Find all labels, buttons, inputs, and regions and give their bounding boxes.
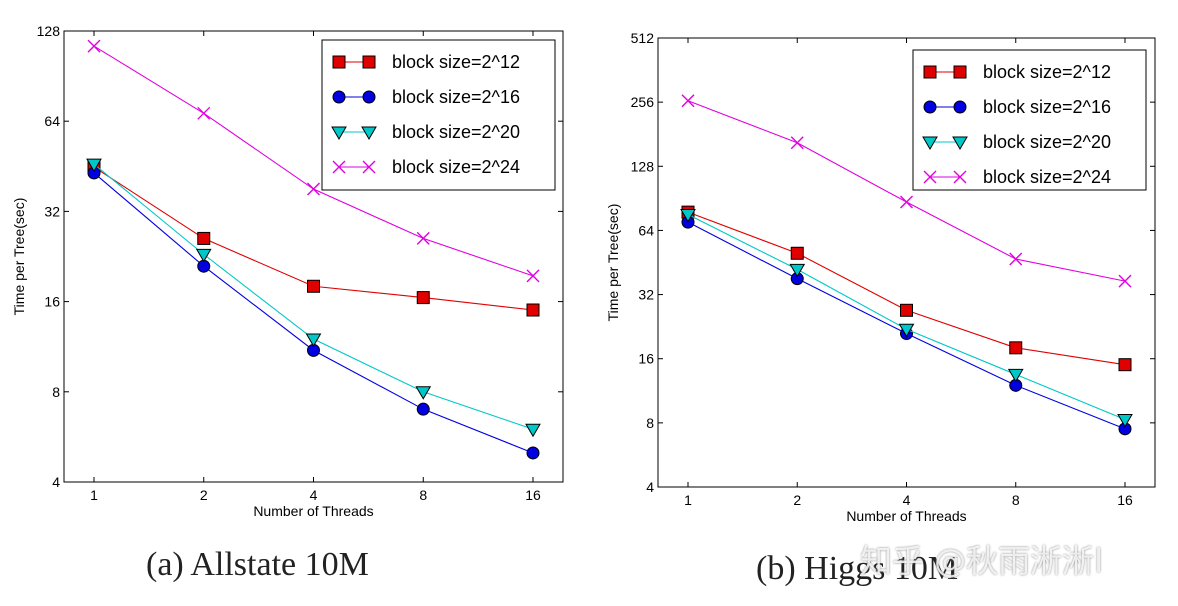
legend-label: block size=2^20 <box>392 122 520 142</box>
y-axis-label: Time per Tree(sec) <box>11 198 27 316</box>
data-point <box>900 303 913 317</box>
y-tick-label: 16 <box>44 294 60 310</box>
y-tick-label: 4 <box>52 474 60 490</box>
x-tick-label: 16 <box>1117 492 1133 508</box>
data-point <box>526 303 540 317</box>
legend: block size=2^12 block size=2^16 block size… <box>321 39 556 191</box>
y-tick-label: 64 <box>44 113 60 129</box>
data-point <box>525 423 541 438</box>
data-point <box>790 136 804 150</box>
legend-marker <box>332 90 346 104</box>
chart-0: 4 8 16 32 64 128 1 2 4 8 16 Number of Threads Time p… <box>11 23 564 519</box>
y-tick-label: 8 <box>52 384 60 400</box>
legend-marker <box>953 170 967 184</box>
data-point <box>87 39 101 53</box>
y-tick-label: 8 <box>646 415 654 431</box>
data-point <box>195 248 212 263</box>
data-point <box>197 106 211 120</box>
y-tick-label: 128 <box>631 158 655 174</box>
data-point <box>680 209 696 223</box>
legend-label: block size=2^24 <box>983 167 1111 187</box>
x-tick-label: 16 <box>525 487 541 503</box>
y-tick-label: 64 <box>638 222 654 238</box>
x-tick-label: 8 <box>1012 492 1020 508</box>
series-1 <box>87 166 540 460</box>
legend-marker <box>332 55 346 69</box>
y-tick-label: 512 <box>631 30 655 46</box>
data-point <box>305 333 322 348</box>
data-point <box>197 231 211 245</box>
caption-a: (a) Allstate 10M <box>146 546 369 583</box>
y-tick-label: 16 <box>638 351 654 367</box>
legend-marker <box>922 136 938 150</box>
y-tick-label: 4 <box>646 479 654 495</box>
legend-marker <box>923 100 937 114</box>
data-point <box>1009 341 1023 355</box>
x-axis-label: Number of Threads <box>253 503 373 519</box>
legend-marker <box>362 55 376 69</box>
x-tick-label: 4 <box>310 487 318 503</box>
y-tick-label: 32 <box>44 203 60 219</box>
legend-marker <box>332 160 346 174</box>
legend-marker <box>362 160 376 174</box>
data-point <box>1118 274 1132 288</box>
legend-box <box>321 39 556 191</box>
data-point <box>526 269 540 283</box>
x-tick-label: 1 <box>90 487 98 503</box>
x-tick-label: 2 <box>200 487 208 503</box>
x-tick-label: 1 <box>684 492 692 508</box>
caption-b: (b) Higgs 10M <box>756 550 959 587</box>
legend-label: block size=2^12 <box>392 52 520 72</box>
data-point <box>416 291 430 305</box>
y-tick-label: 128 <box>37 23 61 39</box>
data-point <box>307 182 320 196</box>
legend-marker <box>362 90 376 104</box>
data-point <box>307 279 320 293</box>
data-point <box>898 323 915 338</box>
data-point <box>416 231 430 245</box>
x-axis-label: Number of Threads <box>846 508 966 524</box>
legend-label: block size=2^16 <box>392 87 520 107</box>
data-point <box>900 195 913 209</box>
legend-label: block size=2^16 <box>983 97 1111 117</box>
legend-marker <box>361 126 377 140</box>
series-2 <box>680 209 1133 428</box>
data-point <box>1117 413 1133 428</box>
legend-label: block size=2^24 <box>392 157 520 177</box>
data-point <box>1007 368 1024 383</box>
x-tick-label: 2 <box>793 492 801 508</box>
legend-marker <box>331 126 347 140</box>
legend-label: block size=2^12 <box>983 62 1111 82</box>
data-point <box>681 94 695 108</box>
x-tick-label: 8 <box>419 487 427 503</box>
legend-marker <box>953 100 967 114</box>
series-2 <box>86 158 541 438</box>
chart-1: 4 8 16 32 64 128 256 512 1 2 4 8 16 Number of Threads… <box>605 30 1156 524</box>
y-tick-label: 32 <box>638 287 654 303</box>
legend-marker <box>952 136 968 150</box>
legend-marker <box>953 65 967 79</box>
legend-label: block size=2^20 <box>983 132 1111 152</box>
data-point <box>416 402 430 416</box>
data-point <box>86 158 102 173</box>
data-point <box>1009 252 1023 266</box>
y-axis-label: Time per Tree(sec) <box>605 204 621 322</box>
legend-marker <box>923 170 937 184</box>
series-3 <box>87 39 540 283</box>
data-point <box>526 446 540 460</box>
data-point <box>790 246 804 260</box>
legend: block size=2^12 block size=2^16 block size… <box>912 49 1147 191</box>
watermark: 知乎 @秋雨淅淅l <box>860 542 1104 580</box>
data-point <box>1118 358 1132 372</box>
data-point <box>789 263 806 278</box>
y-tick-label: 256 <box>631 94 655 110</box>
legend-marker <box>923 65 937 79</box>
x-tick-label: 4 <box>903 492 911 508</box>
series-3 <box>681 94 1132 288</box>
data-point <box>415 386 432 400</box>
legend-box <box>912 49 1147 191</box>
